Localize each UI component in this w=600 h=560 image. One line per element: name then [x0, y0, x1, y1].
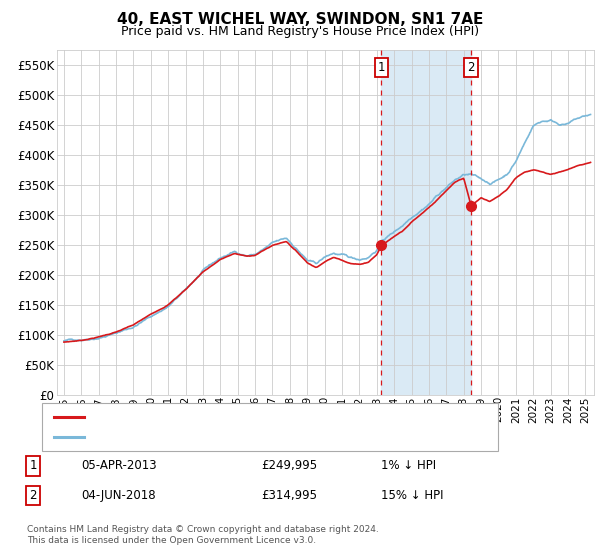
Text: 04-JUN-2018: 04-JUN-2018 [81, 489, 155, 502]
Text: 1: 1 [378, 60, 385, 74]
Text: £314,995: £314,995 [261, 489, 317, 502]
Text: Price paid vs. HM Land Registry's House Price Index (HPI): Price paid vs. HM Land Registry's House … [121, 25, 479, 38]
Text: 15% ↓ HPI: 15% ↓ HPI [381, 489, 443, 502]
Text: 1: 1 [29, 459, 37, 473]
Text: Contains HM Land Registry data © Crown copyright and database right 2024.
This d: Contains HM Land Registry data © Crown c… [27, 525, 379, 545]
Text: 2: 2 [467, 60, 475, 74]
Text: HPI: Average price, detached house, Swindon: HPI: Average price, detached house, Swin… [93, 432, 347, 442]
Text: 40, EAST WICHEL WAY, SWINDON, SN1 7AE (detached house): 40, EAST WICHEL WAY, SWINDON, SN1 7AE (d… [93, 412, 436, 422]
Text: £249,995: £249,995 [261, 459, 317, 473]
Text: 2: 2 [29, 489, 37, 502]
Text: 05-APR-2013: 05-APR-2013 [81, 459, 157, 473]
Text: 1% ↓ HPI: 1% ↓ HPI [381, 459, 436, 473]
Bar [382, 50, 471, 395]
Text: 40, EAST WICHEL WAY, SWINDON, SN1 7AE: 40, EAST WICHEL WAY, SWINDON, SN1 7AE [117, 12, 483, 27]
